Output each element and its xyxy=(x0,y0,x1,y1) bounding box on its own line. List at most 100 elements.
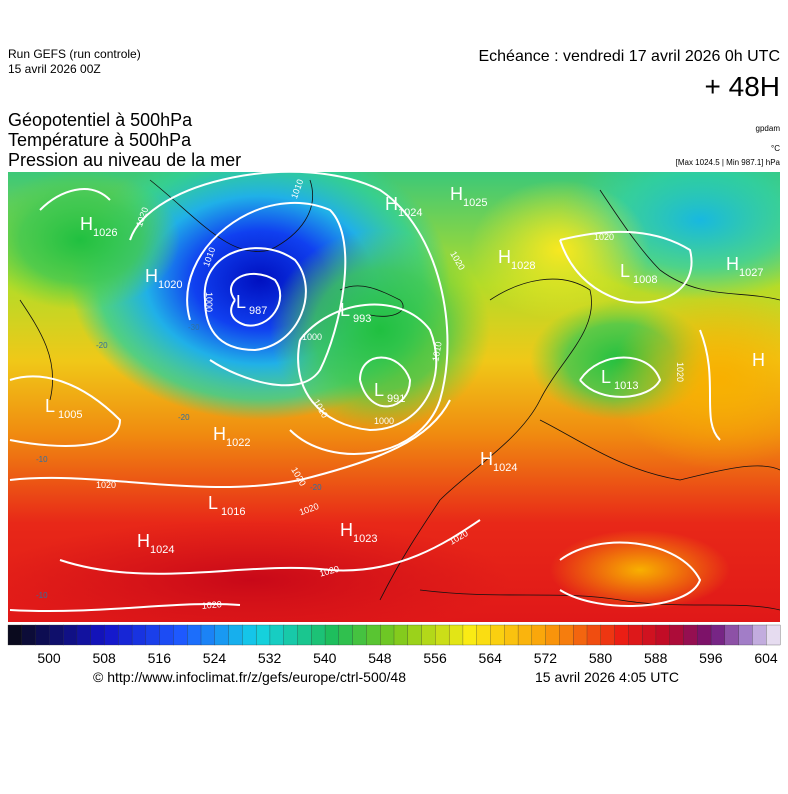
unit-celsius: °C xyxy=(771,144,780,153)
colorbar-swatch xyxy=(118,624,133,646)
colorbar-label: 596 xyxy=(699,650,723,666)
colorbar-swatch xyxy=(311,624,326,646)
pressure-center-value: 993 xyxy=(353,313,371,325)
colorbar-swatch xyxy=(435,624,450,646)
isobar-label: 1000 xyxy=(374,416,394,426)
colorbar-swatch xyxy=(573,624,588,646)
isobar-label: 1020 xyxy=(96,480,116,490)
colorbar-swatch xyxy=(655,624,671,646)
pressure-center-type: H xyxy=(137,531,150,551)
pressure-center-type: L xyxy=(340,300,350,320)
colorbar-swatch xyxy=(641,624,657,646)
pressure-center-type: H xyxy=(752,350,765,370)
colorbar-swatch xyxy=(614,624,629,646)
run-name: Run GEFS (run controle) xyxy=(8,47,141,61)
temperature-label: -10 xyxy=(36,591,48,600)
pressure-center-value: 1016 xyxy=(221,506,245,518)
colorbar-swatch xyxy=(683,624,698,646)
colorbar-swatch xyxy=(448,624,464,646)
colorbar-swatch xyxy=(269,624,285,646)
colorbar-swatch xyxy=(283,624,298,646)
colorbar-swatch xyxy=(504,624,519,646)
colorbar-label: 572 xyxy=(534,650,558,666)
pressure-center-type: L xyxy=(601,367,611,387)
isobar-label: 1010 xyxy=(430,341,443,362)
pressure-center-type: L xyxy=(620,261,630,281)
colorbar-swatch xyxy=(104,624,119,646)
colorbar-swatch xyxy=(35,624,50,646)
pressure-center-value: 1023 xyxy=(353,533,377,545)
temperature-label: -20 xyxy=(96,341,108,350)
pressure-center-value: 1027 xyxy=(739,267,763,279)
colorbar-swatch xyxy=(228,624,243,646)
colorbar-swatch xyxy=(214,624,230,646)
colorbar-swatch xyxy=(421,624,436,646)
pressure-center-value: 1020 xyxy=(158,279,182,291)
colorbar-swatch xyxy=(393,624,409,646)
colorbar-swatch xyxy=(366,624,381,646)
colorbar-swatch xyxy=(724,624,740,646)
colorbar-swatch xyxy=(90,624,105,646)
colorbar-swatch xyxy=(531,624,547,646)
colorbar-label: 500 xyxy=(37,650,61,666)
title-pressure: Pression au niveau de la mer xyxy=(8,150,241,170)
isobars xyxy=(9,172,721,613)
temperature-label: -20 xyxy=(178,413,190,422)
isobar-label: 1000 xyxy=(302,332,322,342)
pressure-center-value: 1008 xyxy=(633,274,657,286)
pressure-center-value: 987 xyxy=(249,305,267,317)
colorbar-swatch xyxy=(131,624,147,646)
pressure-center-type: H xyxy=(145,266,158,286)
temperature-label: -20 xyxy=(310,483,322,492)
colorbar-label: 556 xyxy=(423,650,447,666)
max-min: [Max 1024.5 | Min 987.1] hPa xyxy=(676,158,781,167)
pressure-center-type: H xyxy=(213,424,226,444)
lead-time: + 48H xyxy=(705,71,781,102)
pressure-center-value: 1024 xyxy=(493,462,517,474)
pressure-center-type: H xyxy=(726,254,739,274)
issue-time: 15 avril 2026 4:05 UTC xyxy=(535,669,679,685)
pressure-center-value: 1022 xyxy=(226,437,250,449)
colorbar-swatch xyxy=(462,624,478,646)
colorbar-swatch xyxy=(352,624,367,646)
colorbar-swatch xyxy=(628,624,643,646)
colorbar-swatch xyxy=(338,624,354,646)
colorbar-label: 524 xyxy=(203,650,227,666)
title-temperature: Température à 500hPa xyxy=(8,130,192,150)
pressure-center-type: L xyxy=(208,493,218,513)
pressure-center-value: 1005 xyxy=(58,409,82,421)
colorbar-swatch xyxy=(255,624,271,646)
colorbar-label: 580 xyxy=(589,650,613,666)
colorbar-swatch xyxy=(766,624,781,646)
colorbar-swatch xyxy=(187,624,202,646)
colorbar-label: 516 xyxy=(148,650,172,666)
colorbar-swatch xyxy=(738,624,753,646)
colorbar-swatch xyxy=(517,624,533,646)
pressure-center-value: 1025 xyxy=(463,197,487,209)
colorbar-swatch xyxy=(545,624,560,646)
isobar-label: 1020 xyxy=(201,599,222,611)
colorbar-swatch xyxy=(600,624,616,646)
pressure-center-type: H xyxy=(498,247,511,267)
run-date: 15 avril 2026 00Z xyxy=(8,62,101,76)
valid-time: Echéance : vendredi 17 avril 2026 0h UTC xyxy=(478,48,780,65)
colorbar-label: 604 xyxy=(754,650,778,666)
title-geopotential: Géopotentiel à 500hPa xyxy=(8,110,193,130)
pressure-center-value: 991 xyxy=(387,393,405,405)
colorbar-swatch xyxy=(559,624,574,646)
colorbar-swatch xyxy=(242,624,257,646)
colorbar-swatch xyxy=(697,624,712,646)
pressure-center-type: L xyxy=(236,292,246,312)
colorbar-swatch xyxy=(49,624,64,646)
colorbar-label: 532 xyxy=(258,650,282,666)
colorbar-swatch xyxy=(200,624,216,646)
colorbar-swatch xyxy=(476,624,491,646)
colorbar-label: 540 xyxy=(313,650,337,666)
colorbar-swatch xyxy=(752,624,767,646)
isobar-label: 1000 xyxy=(204,292,214,312)
pressure-center-type: H xyxy=(480,449,493,469)
colorbar-label: 548 xyxy=(368,650,392,666)
